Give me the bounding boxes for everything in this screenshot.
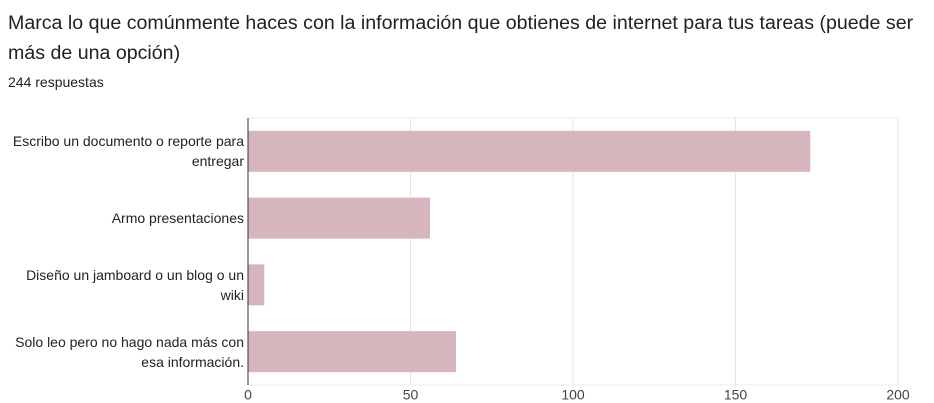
bar	[248, 197, 430, 239]
chart-title: Marca lo que comúnmente haces con la inf…	[8, 12, 914, 64]
x-tick-label: 50	[403, 387, 419, 403]
bar	[248, 264, 265, 306]
y-tick-label: Escribo un documento o reporte para entr…	[12, 133, 244, 170]
response-count: 244 respuestas	[8, 74, 104, 90]
bar	[248, 130, 811, 172]
y-tick-label: Diseño un jamboard o un blog o un wiki	[26, 266, 244, 303]
x-tick-label: 200	[886, 387, 910, 403]
x-tick-label: 100	[561, 387, 585, 403]
x-tick-label: 150	[724, 387, 748, 403]
y-tick-label: Armo presentaciones	[111, 210, 244, 227]
y-tick-label: Solo leo pero no hago nada más con esa i…	[15, 333, 244, 370]
x-tick-label: 0	[244, 387, 252, 403]
bar	[248, 331, 456, 373]
